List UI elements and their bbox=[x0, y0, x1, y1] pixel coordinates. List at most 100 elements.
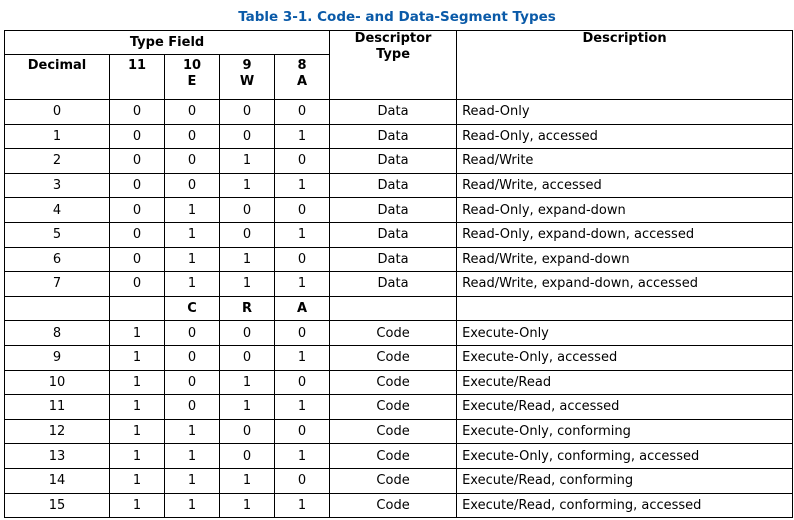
bit11-cell: 1 bbox=[109, 492, 165, 519]
description-cell: Execute-Only bbox=[456, 320, 794, 346]
bit8-cell: 1 bbox=[273, 172, 331, 199]
bit10-cell: 1 bbox=[164, 418, 220, 445]
descriptor-type-cell: Code bbox=[329, 394, 458, 420]
descriptor-type-cell: Data bbox=[329, 271, 458, 297]
type-field-header: Type Field bbox=[3, 30, 331, 55]
table-row: 8 1 0 0 0 Code Execute-Only bbox=[4, 320, 794, 346]
bit10-cell: 0 bbox=[164, 320, 220, 346]
table-row: 1 0 0 0 1 Data Read-Only, accessed bbox=[4, 123, 794, 150]
bit10-cell: 1 bbox=[164, 443, 220, 469]
descriptor-type-cell: Data bbox=[329, 123, 458, 150]
bit8-cell: 0 bbox=[273, 320, 331, 346]
bit10-cell: 1 bbox=[164, 271, 220, 297]
description-cell: Execute/Read, conforming bbox=[456, 467, 794, 494]
bit10-cell: 0 bbox=[164, 394, 220, 420]
bit10-cell: 0 bbox=[164, 172, 220, 199]
bit10-letter: E bbox=[187, 74, 197, 89]
bit11-cell: 1 bbox=[109, 344, 165, 371]
bit9-header: 9 W bbox=[219, 54, 275, 100]
bit10-cell: 1 bbox=[164, 221, 220, 248]
bit11-cell: 0 bbox=[109, 148, 165, 174]
decimal-cell: 4 bbox=[4, 197, 110, 223]
descriptor-type-cell: Code bbox=[329, 443, 458, 469]
descriptor-type-cell: Code bbox=[329, 467, 458, 494]
descriptor-type-cell: Code bbox=[329, 418, 458, 445]
descriptor-type-cell: Data bbox=[329, 246, 458, 273]
description-cell: Read/Write, expand-down bbox=[456, 246, 794, 273]
bit10-cell: 0 bbox=[164, 344, 220, 371]
bit8-cell: 1 bbox=[273, 394, 331, 420]
bit9-number: 9 bbox=[242, 58, 252, 73]
description-cell: Execute-Only, accessed bbox=[456, 344, 794, 371]
bit8-cell: 0 bbox=[273, 148, 331, 174]
decimal-cell: 0 bbox=[4, 99, 110, 125]
table-row: 2 0 0 1 0 Data Read/Write bbox=[4, 148, 794, 174]
bit10-cell: 1 bbox=[164, 467, 220, 494]
description-cell: Read-Only, accessed bbox=[456, 123, 794, 150]
bit11-cell: 0 bbox=[109, 123, 165, 150]
description-cell: Execute/Read, conforming, accessed bbox=[456, 492, 794, 519]
decimal-cell: 12 bbox=[4, 418, 110, 445]
bit10-cell: 0 bbox=[164, 123, 220, 150]
bit11-cell-empty bbox=[109, 295, 165, 322]
bit9-cell: 1 bbox=[219, 246, 275, 273]
table-row: 12 1 1 0 0 Code Execute-Only, conforming bbox=[4, 418, 794, 445]
bit9-cell: 1 bbox=[219, 271, 275, 297]
descriptor-type-cell: Data bbox=[329, 197, 458, 223]
description-cell: Execute-Only, conforming, accessed bbox=[456, 443, 794, 469]
bit8-cell: 0 bbox=[273, 99, 331, 125]
bit8-number: 8 bbox=[297, 58, 307, 73]
bit8-cell: 0 bbox=[273, 467, 331, 494]
bit9-cell: 1 bbox=[219, 369, 275, 396]
bit8-cell: 0 bbox=[273, 369, 331, 396]
description-cell: Execute/Read bbox=[456, 369, 794, 396]
bit11-cell: 0 bbox=[109, 99, 165, 125]
bit8-cell: 1 bbox=[273, 123, 331, 150]
table-row: 15 1 1 1 1 Code Execute/Read, conforming… bbox=[4, 492, 794, 519]
bit11-cell: 1 bbox=[109, 443, 165, 469]
bit8-cell: 0 bbox=[273, 418, 331, 445]
bit9-cell: 0 bbox=[219, 123, 275, 150]
code-subheader-row: C R A bbox=[4, 295, 794, 322]
bit10-cell: 0 bbox=[164, 369, 220, 396]
description-cell: Read-Only, expand-down bbox=[456, 197, 794, 223]
decimal-cell: 11 bbox=[4, 394, 110, 420]
bit11-cell: 0 bbox=[109, 197, 165, 223]
bit8-cell: 1 bbox=[273, 344, 331, 371]
description-cell: Read/Write, expand-down, accessed bbox=[456, 271, 794, 297]
description-cell: Execute-Only, conforming bbox=[456, 418, 794, 445]
bit10-code-letter: C bbox=[164, 295, 220, 322]
table-row: 0 0 0 0 0 Data Read-Only bbox=[4, 99, 794, 125]
descriptor-type-header: Descriptor Type bbox=[329, 30, 458, 100]
decimal-cell: 13 bbox=[4, 443, 110, 469]
decimal-cell: 1 bbox=[4, 123, 110, 150]
decimal-header: Decimal bbox=[4, 54, 110, 100]
bit10-cell: 1 bbox=[164, 246, 220, 273]
bit8-letter: A bbox=[297, 74, 308, 89]
table-row: 10 1 0 1 0 Code Execute/Read bbox=[4, 369, 794, 396]
bit9-cell: 0 bbox=[219, 320, 275, 346]
bit11-cell: 1 bbox=[109, 418, 165, 445]
decimal-cell: 9 bbox=[4, 344, 110, 371]
bit8-cell: 0 bbox=[273, 197, 331, 223]
table-row: 4 0 1 0 0 Data Read-Only, expand-down bbox=[4, 197, 794, 223]
bit11-cell: 0 bbox=[109, 172, 165, 199]
bit8-cell: 0 bbox=[273, 246, 331, 273]
bit11-cell: 0 bbox=[109, 246, 165, 273]
bit10-header: 10 E bbox=[164, 54, 220, 100]
bit11-cell: 0 bbox=[109, 221, 165, 248]
table-row: 13 1 1 0 1 Code Execute-Only, conforming… bbox=[4, 443, 794, 469]
segment-types-table: Type Field Descriptor Type Description D… bbox=[3, 30, 794, 519]
bit10-cell: 1 bbox=[164, 197, 220, 223]
descriptor-type-cell: Data bbox=[329, 148, 458, 174]
descriptor-type-cell: Data bbox=[329, 99, 458, 125]
decimal-cell: 8 bbox=[4, 320, 110, 346]
bit11-cell: 1 bbox=[109, 467, 165, 494]
descriptor-type-cell: Code bbox=[329, 320, 458, 346]
bit10-cell: 0 bbox=[164, 148, 220, 174]
bit9-cell: 0 bbox=[219, 221, 275, 248]
bit9-cell: 0 bbox=[219, 344, 275, 371]
header-row-top: Type Field Descriptor Type Description bbox=[3, 30, 794, 100]
decimal-cell: 6 bbox=[4, 246, 110, 273]
bit9-cell: 0 bbox=[219, 197, 275, 223]
